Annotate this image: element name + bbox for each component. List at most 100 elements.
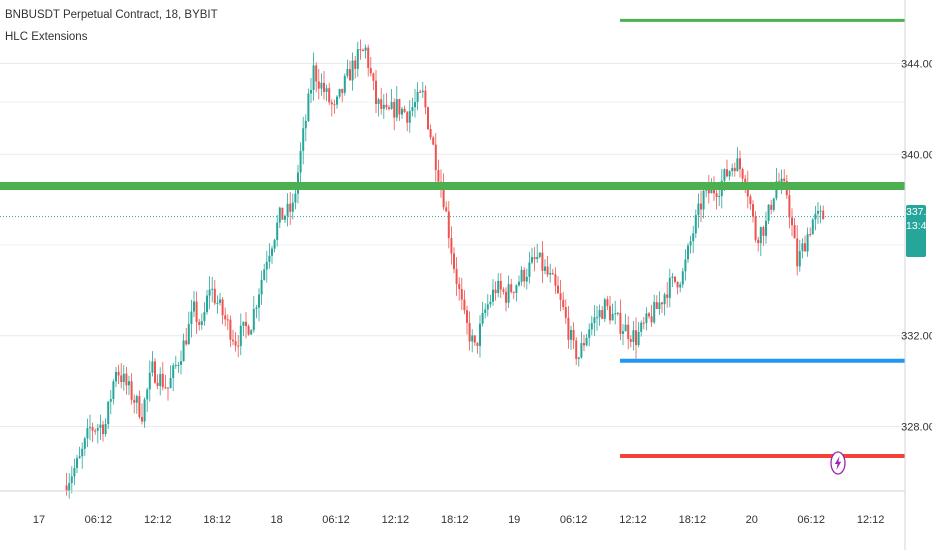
candle-body [216,302,219,304]
time-axis-label: 06:12 [797,514,825,526]
candle-body [749,196,752,205]
candle-body [689,241,692,246]
candle-body [572,329,575,341]
candle-body [762,227,765,236]
candle-body [351,60,354,81]
candle-body [635,330,637,346]
candle-body [336,96,338,105]
candle-body [276,222,279,240]
candle-body [328,88,331,103]
candle-body [791,217,793,226]
candle-body [414,102,416,108]
candle-body [172,365,175,378]
candle-body [723,169,726,181]
candle-body [733,167,736,172]
candle-body [458,284,461,290]
candle-body [583,343,585,346]
candle-body [557,285,559,294]
candle-body [68,483,71,492]
candle-body [559,293,562,300]
candle-body [694,215,697,234]
candle-body [692,233,695,242]
candle-body [252,309,255,331]
candle-body [167,387,169,389]
candle-body [739,158,741,170]
candle-body [520,269,523,282]
candle-body [148,372,151,390]
candle-body [359,49,362,51]
candle-body [401,108,403,115]
chart-legend: BNBUSDT Perpetual Contract, 18, BYBIT HL… [5,4,218,48]
candle-body [232,339,234,342]
candle-body [294,193,297,203]
candle-body [247,326,250,335]
time-axis-label: 12:12 [382,514,410,526]
candle-body [390,101,393,109]
candle-body [554,274,557,286]
candle-body [154,361,156,383]
candle-body [629,339,632,342]
candle-body [369,68,372,74]
candle-body [819,210,822,212]
candle-body [289,203,292,212]
hlc-extension-lines [0,18,905,458]
candle-body [590,323,593,330]
candle-body [323,82,325,92]
candle-body [182,340,185,362]
candle-body [822,210,825,220]
lightning-bolt-icon[interactable] [830,451,846,475]
candle-body [736,158,739,172]
candle-body [510,284,513,292]
symbol-title[interactable]: BNBUSDT Perpetual Contract, 18, BYBIT [5,9,218,21]
candle-body [174,365,177,367]
candle-body [564,307,567,318]
candle-body [125,373,128,386]
candle-body [627,324,630,340]
candle-body [317,81,320,89]
candle-body [403,108,406,113]
candle-body [772,198,775,210]
time-axis-label: 12:12 [857,514,885,526]
time-axis-label: 17 [33,514,45,526]
candle-body [89,427,91,429]
price-axis[interactable]: 344.00 340.00 332.00 328.00 [901,59,932,434]
candle-body [580,343,583,358]
candle-body [746,183,749,197]
candle-body [310,89,312,94]
candle-body [671,276,674,278]
candle-body [596,317,598,319]
candle-body [91,427,94,431]
candle-body [388,107,390,109]
candle-body [421,90,424,93]
candle-body [268,255,271,262]
candle-body [593,317,596,324]
candle-body [99,424,102,428]
candle-body [481,312,484,324]
candle-body [291,202,294,212]
candle-body [668,277,671,298]
indicator-title[interactable]: HLC Extensions [5,31,88,43]
candle-body [814,213,817,220]
candle-body [419,91,422,93]
candle-body [343,75,346,93]
candle-body [538,252,541,257]
candle-body [281,207,284,220]
candle-body [177,364,180,366]
candle-body [502,289,505,292]
candle-body [234,341,237,346]
candle-body [130,381,133,400]
candle-body [806,234,809,252]
candle-body [642,322,645,324]
time-axis[interactable]: 17 06:12 12:12 18:12 18 06:12 12:12 18:12 19 06:1… [33,514,884,526]
candle-body [226,319,229,321]
candle-body [65,485,68,492]
candle-body [468,322,471,342]
candle-body [788,195,791,218]
time-axis-label: 18 [270,514,282,526]
candle-body [260,279,263,295]
candle-body [302,128,305,151]
candle-body [354,60,357,69]
candle-body [76,458,78,468]
